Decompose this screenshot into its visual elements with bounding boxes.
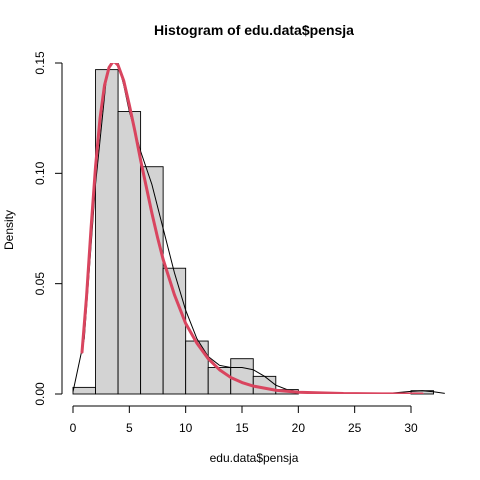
y-axis: 0.00 0.05 0.10 0.15 <box>33 51 63 406</box>
x-tick-label: 30 <box>404 421 418 435</box>
histogram-bar <box>117 111 142 395</box>
x-tick-label: 0 <box>70 421 77 435</box>
x-tick-label: 20 <box>292 421 306 435</box>
histogram-bars <box>72 69 434 395</box>
histogram-bar <box>230 358 254 395</box>
histogram-bar <box>140 166 164 395</box>
y-tick-label: 0.00 <box>33 382 47 406</box>
x-tick-label: 5 <box>126 421 133 435</box>
y-tick-label: 0.05 <box>33 272 47 296</box>
x-tick-label: 10 <box>179 421 193 435</box>
histogram-bar <box>72 386 96 395</box>
chart-title: Histogram of edu.data$pensja <box>154 22 354 38</box>
histogram-bar <box>162 267 187 395</box>
fitted-distribution-curve <box>80 63 424 394</box>
x-axis: 0 5 10 15 20 25 30 <box>70 405 418 435</box>
curves <box>72 63 445 394</box>
y-tick-label: 0.15 <box>33 51 47 75</box>
x-tick-label: 15 <box>235 421 249 435</box>
x-tick-label: 25 <box>348 421 362 435</box>
x-axis-label: edu.data$pensja <box>210 451 299 465</box>
y-tick-label: 0.10 <box>33 161 47 185</box>
histogram-bar <box>185 340 209 395</box>
y-axis-label: Density <box>2 210 16 250</box>
